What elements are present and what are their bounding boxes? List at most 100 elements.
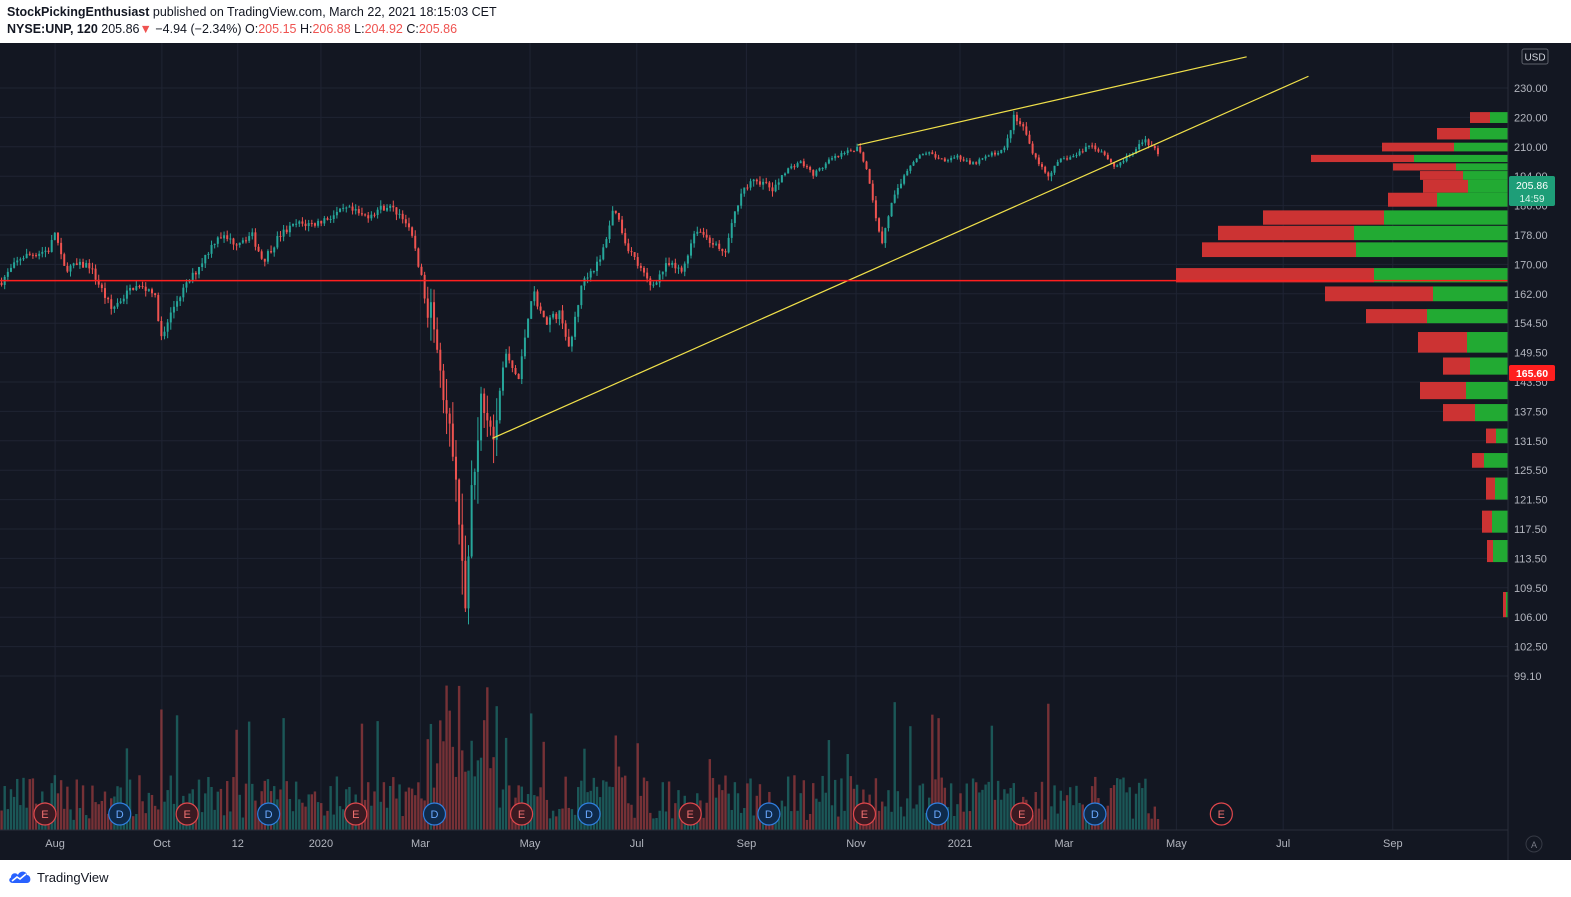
candle: [407, 217, 410, 231]
dividend-marker[interactable]: D: [577, 802, 601, 826]
candle-body: [652, 284, 655, 286]
candle: [542, 310, 545, 318]
currency-badge: USD: [1521, 48, 1549, 65]
candle-body: [1135, 149, 1138, 154]
candlesticks[interactable]: [0, 110, 1159, 625]
trendlines[interactable]: [492, 56, 1309, 439]
candle-body: [404, 219, 407, 224]
candle-body: [1109, 159, 1112, 163]
volume-bar: [1134, 793, 1138, 830]
volume-bar: [511, 819, 514, 830]
candle: [536, 289, 539, 310]
candle-body: [608, 225, 611, 240]
volume-bar: [790, 811, 793, 830]
candle-body: [950, 157, 953, 161]
volume-bar: [404, 791, 408, 830]
candle-body: [555, 313, 558, 320]
volume-profile-down: [1437, 127, 1470, 140]
auto-scale-button[interactable]: A: [1525, 835, 1543, 853]
volume-bar: [254, 800, 257, 830]
dividend-marker[interactable]: D: [422, 802, 447, 826]
candle: [824, 161, 827, 170]
price-axis-background[interactable]: [1508, 43, 1571, 860]
trendline-upper: [857, 56, 1247, 146]
volume-bar: [1075, 785, 1078, 830]
volume-bar: [420, 798, 423, 830]
candle: [473, 468, 476, 500]
candle: [360, 207, 363, 217]
candle-body: [1066, 158, 1069, 160]
dividend-marker[interactable]: D: [257, 802, 281, 826]
volume-profile-row: [1487, 540, 1508, 563]
earnings-marker[interactable]: E: [1010, 802, 1034, 826]
candle-body: [197, 267, 200, 275]
candle-body: [890, 202, 893, 217]
auto-scale-icon[interactable]: A: [1531, 840, 1537, 850]
chart-background[interactable]: [0, 43, 1571, 860]
volume-profile-down: [1443, 404, 1475, 422]
candle: [686, 254, 689, 269]
volume-profile-up: [1506, 592, 1508, 618]
volume-bar: [379, 801, 382, 830]
candle-body: [1000, 149, 1003, 154]
candle-body: [273, 247, 276, 253]
price-tick-label: 170.00: [1514, 259, 1548, 271]
dividend-marker[interactable]: D: [1083, 802, 1107, 826]
candle-body: [633, 252, 636, 258]
candle: [884, 227, 887, 248]
dividend-marker[interactable]: D: [757, 802, 781, 826]
candle: [1072, 153, 1075, 158]
tradingview-logo[interactable]: TradingView: [8, 869, 109, 885]
price-tick-label: 106.00: [1514, 612, 1548, 624]
candle: [486, 395, 489, 437]
candle: [602, 244, 605, 261]
volume-bar: [294, 781, 298, 830]
candle-body: [677, 267, 680, 269]
time-axis[interactable]: Aug Oct 12 2020 Mar May Jul Sep Nov 2021 Mar May Jul…: [0, 829, 1508, 850]
candle-body: [16, 260, 19, 263]
candle-body: [91, 268, 94, 270]
low-label: L:: [354, 22, 365, 36]
candle: [567, 328, 570, 347]
dividend-marker[interactable]: D: [925, 802, 950, 826]
candle: [417, 247, 420, 268]
volume-bar: [1078, 802, 1081, 830]
earnings-marker[interactable]: E: [33, 802, 57, 826]
earnings-marker[interactable]: E: [175, 802, 199, 826]
candle: [981, 157, 984, 161]
candle: [871, 180, 874, 203]
volume-bar: [793, 775, 796, 830]
candle: [266, 249, 269, 264]
volume-bar: [918, 785, 921, 830]
dividend-marker[interactable]: D: [108, 802, 132, 826]
candle-body: [743, 187, 746, 194]
volume-profile-down: [1176, 268, 1374, 283]
candle: [561, 305, 564, 330]
volume-bar: [921, 783, 925, 830]
earnings-marker[interactable]: E: [852, 802, 877, 826]
volume-profile-down: [1418, 332, 1467, 353]
candle-body: [13, 262, 16, 268]
earnings-marker[interactable]: E: [678, 802, 702, 826]
earnings-marker[interactable]: E: [344, 802, 368, 826]
current-price-box: [1509, 176, 1555, 206]
price-axis[interactable]: 230.00220.00210.00194.00186.00178.00170.…: [1507, 43, 1571, 860]
candle-body: [60, 242, 63, 255]
auto-scale-circle[interactable]: [1525, 835, 1543, 853]
candle: [370, 211, 373, 221]
volume-profile-row: [1503, 592, 1508, 618]
earnings-marker[interactable]: E: [1209, 802, 1233, 826]
volume-profile-row: [1218, 225, 1508, 241]
volume-bar: [680, 818, 683, 830]
publisher-name[interactable]: StockPickingEnthusiast: [7, 5, 150, 19]
volume-bar: [799, 793, 802, 830]
volume-bar: [360, 723, 364, 830]
candle: [442, 363, 445, 414]
price-chart[interactable]: E D E D E D E D E D E D E D E 230.00220.00210.00194.00…: [0, 43, 1571, 860]
candle: [238, 242, 241, 248]
candle: [740, 188, 743, 209]
candle: [135, 280, 138, 292]
earnings-marker[interactable]: E: [509, 802, 534, 826]
candle: [743, 187, 746, 197]
